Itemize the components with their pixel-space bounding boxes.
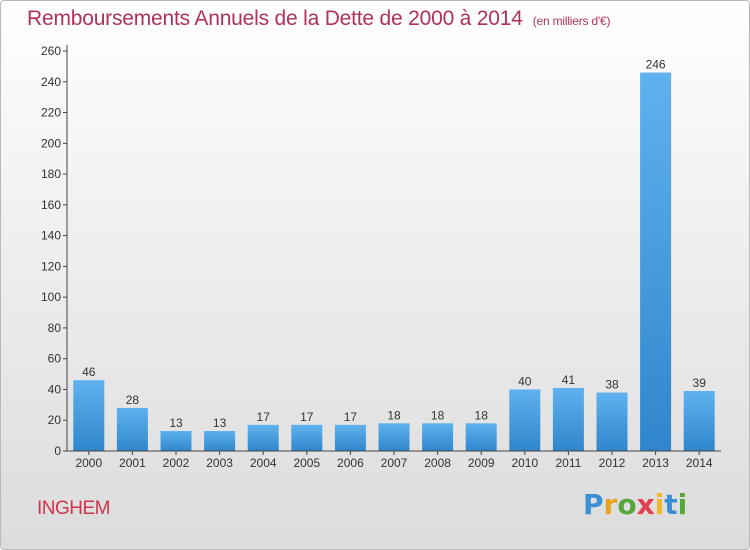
- x-tick-label-2002: 2002: [163, 456, 190, 470]
- logo-letter: i: [654, 488, 665, 521]
- data-label-2000: 46: [82, 365, 96, 379]
- y-tick-label-40: 40: [48, 382, 62, 396]
- data-label-2014: 39: [693, 376, 707, 390]
- bar-2003: [204, 431, 236, 451]
- commune-name: INGHEM: [37, 498, 111, 519]
- bar-2010: [509, 389, 541, 451]
- bar-2013: [640, 72, 672, 452]
- logo-letter: o: [617, 488, 637, 521]
- y-tick-label-120: 120: [41, 259, 61, 273]
- chart-title-text: Remboursements Annuels de la Dette de 20…: [27, 7, 523, 30]
- x-tick-label-2003: 2003: [206, 456, 233, 470]
- bar-2006: [334, 424, 366, 451]
- y-tick-label-0: 0: [54, 444, 61, 458]
- y-tick-label-180: 180: [41, 167, 61, 181]
- bar-2004: [247, 424, 279, 451]
- bar-2000: [73, 380, 105, 451]
- x-tick-label-2000: 2000: [75, 456, 102, 470]
- bar-2012: [596, 392, 628, 451]
- bar-2005: [291, 424, 323, 451]
- proxiti-logo: Proxiti: [583, 488, 687, 521]
- data-label-2001: 28: [126, 393, 140, 407]
- logo-letter: r: [603, 488, 618, 521]
- x-tick-label-2004: 2004: [250, 456, 277, 470]
- data-label-2010: 40: [518, 374, 532, 388]
- data-label-2006: 17: [344, 410, 358, 424]
- y-tick-label-60: 60: [48, 352, 62, 366]
- data-label-2005: 17: [300, 410, 314, 424]
- y-tick-label-20: 20: [48, 413, 62, 427]
- x-tick-label-2007: 2007: [381, 456, 408, 470]
- chart-title-unit: (en milliers d'€): [532, 14, 611, 28]
- y-tick-label-80: 80: [48, 321, 62, 335]
- x-tick-label-2012: 2012: [599, 456, 626, 470]
- bar-2011: [552, 387, 584, 451]
- data-label-2007: 18: [387, 408, 401, 422]
- x-tick-label-2005: 2005: [293, 456, 320, 470]
- data-label-2002: 13: [169, 416, 183, 430]
- data-label-2012: 38: [605, 378, 619, 392]
- y-tick-label-220: 220: [41, 106, 61, 120]
- data-label-2013: 246: [646, 58, 666, 72]
- y-tick-label-200: 200: [41, 136, 61, 150]
- chart-title: Remboursements Annuels de la Dette de 20…: [27, 7, 610, 31]
- x-tick-label-2006: 2006: [337, 456, 364, 470]
- y-tick-label-260: 260: [41, 44, 61, 58]
- y-tick-label-140: 140: [41, 229, 61, 243]
- x-tick-label-2011: 2011: [555, 456, 581, 470]
- data-label-2004: 17: [257, 410, 271, 424]
- bar-2002: [160, 431, 192, 451]
- data-label-2009: 18: [475, 408, 489, 422]
- logo-letter: P: [583, 488, 604, 521]
- x-tick-label-2008: 2008: [424, 456, 451, 470]
- x-tick-label-2014: 2014: [686, 456, 713, 470]
- bar-2001: [116, 407, 148, 451]
- axes-group: 2000 2001 2002 2003 2004 2005 2006 2007 2008 2009…: [41, 44, 721, 470]
- data-label-2011: 41: [562, 373, 576, 387]
- data-label-2008: 18: [431, 408, 445, 422]
- y-tick-label-240: 240: [41, 75, 61, 89]
- bars-group: 46 28 13 13 17 17 17 18 18 18 40 41 38 246 39: [73, 58, 715, 452]
- data-label-2003: 13: [213, 416, 227, 430]
- x-tick-label-2009: 2009: [468, 456, 495, 470]
- logo-letter: i: [677, 488, 688, 521]
- bar-2007: [378, 423, 410, 451]
- x-tick-label-2001: 2001: [119, 456, 146, 470]
- logo-letter: x: [636, 488, 655, 521]
- y-tick-label-100: 100: [41, 290, 61, 304]
- x-tick-label-2010: 2010: [511, 456, 538, 470]
- y-tick-label-160: 160: [41, 198, 61, 212]
- x-tick-label-2013: 2013: [642, 456, 669, 470]
- bar-2014: [683, 391, 715, 451]
- bar-2009: [465, 423, 497, 451]
- bar-2008: [422, 423, 454, 451]
- logo-letter: t: [664, 488, 678, 521]
